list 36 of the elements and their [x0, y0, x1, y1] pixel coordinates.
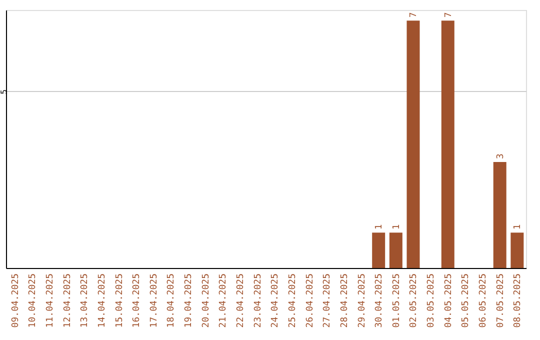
data-label: 7: [444, 12, 454, 18]
x-tick-label: 07.05.2025: [496, 274, 506, 328]
data-label: 1: [513, 224, 524, 230]
x-tick-label: 12.04.2025: [62, 274, 73, 328]
x-tick-label: 27.04.2025: [322, 274, 333, 328]
x-tick-label: 29.04.2025: [357, 274, 368, 328]
x-tick-label: 11.04.2025: [45, 274, 56, 328]
x-tick-label: 18.04.2025: [166, 274, 177, 328]
x-tick-label: 08.05.2025: [513, 274, 524, 328]
x-tick-label: 24.04.2025: [270, 274, 281, 328]
x-tick-label: 03.05.2025: [426, 274, 437, 328]
data-label: 7: [409, 12, 420, 18]
x-tick-label: 25.04.2025: [288, 274, 298, 328]
x-tick-label: 04.05.2025: [444, 274, 454, 328]
x-tick-label: 30.04.2025: [374, 274, 385, 328]
x-tick-label: 06.05.2025: [478, 274, 489, 328]
x-tick-label: 15.04.2025: [114, 274, 125, 328]
x-tick-label: 10.04.2025: [28, 274, 38, 328]
x-tick-label: 09.04.2025: [10, 274, 21, 328]
x-tick-label: 22.04.2025: [236, 274, 246, 328]
x-tick-label: 17.04.2025: [149, 274, 160, 328]
x-tick-label: 23.04.2025: [253, 274, 264, 328]
x-tick-label: 20.04.2025: [201, 274, 212, 328]
x-tick-label: 26.04.2025: [305, 274, 316, 328]
data-label: 1: [392, 224, 402, 230]
x-tick-label: 16.04.2025: [132, 274, 142, 328]
data-label: 1: [374, 224, 385, 230]
x-tick-label: 13.04.2025: [80, 274, 90, 328]
x-tick-label: 19.04.2025: [184, 274, 194, 328]
x-tick-label: 21.04.2025: [218, 274, 229, 328]
x-tick-label: 01.05.2025: [392, 274, 402, 328]
x-tick-label: 02.05.2025: [409, 274, 420, 328]
data-label: 3: [496, 154, 506, 159]
x-tick-label: 14.04.2025: [97, 274, 108, 328]
x-tick-label: 28.04.2025: [340, 274, 350, 328]
x-tick-label: 05.05.2025: [461, 274, 472, 328]
